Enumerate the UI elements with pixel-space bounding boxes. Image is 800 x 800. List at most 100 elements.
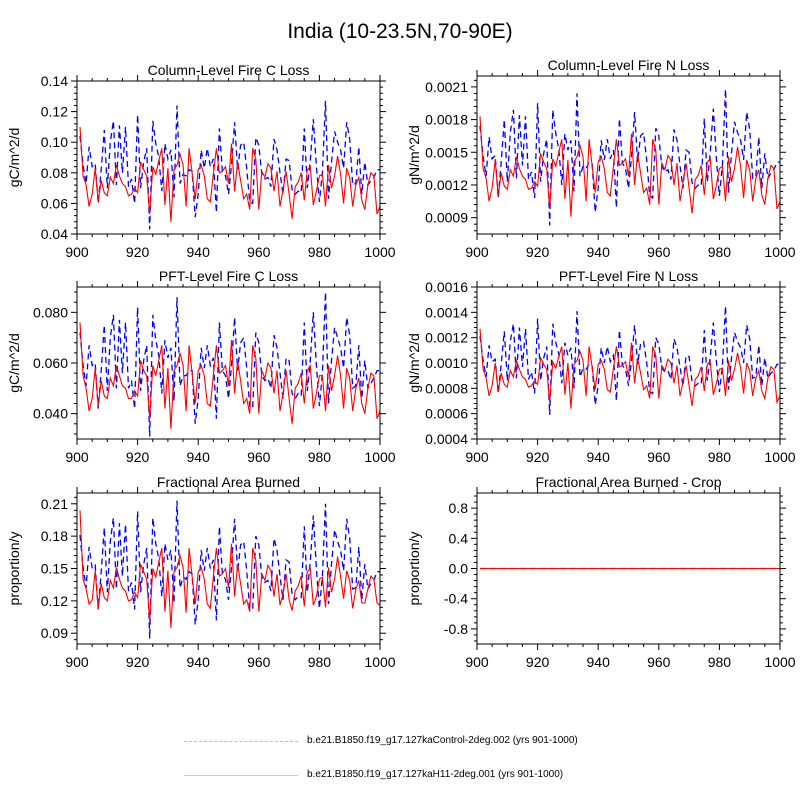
panel-4: PFT-Level Fire N Loss gN/m^2/d 900 920 940 96… xyxy=(406,268,796,465)
y-tick-label: 0.060 xyxy=(33,355,68,371)
y-tick-label: 0.0006 xyxy=(425,406,468,422)
y-tick-label: 0.4 xyxy=(449,530,469,546)
y-axis-label: gC/m^2/d xyxy=(6,333,22,392)
y-tick-label: 0.09 xyxy=(41,625,68,641)
x-tick-label: 940 xyxy=(187,449,211,465)
panel-title: PFT-Level Fire N Loss xyxy=(559,268,698,284)
panel-1: Column-Level Fire C Loss gC/m^2/d 900 920 94… xyxy=(6,62,396,260)
x-tick-label: 900 xyxy=(65,654,89,670)
x-tick-label: 920 xyxy=(526,449,550,465)
y-tick-label: 0.0004 xyxy=(425,431,468,447)
y-tick-label: -0.8 xyxy=(444,621,468,637)
y-tick-label: 0.0021 xyxy=(425,79,468,95)
x-tick-label: 1000 xyxy=(764,244,795,260)
y-tick-label: 0.12 xyxy=(41,104,68,120)
y-axis-label: proportion/y xyxy=(406,532,422,606)
y-tick-label: 0.14 xyxy=(41,73,68,89)
y-tick-label: 0.0014 xyxy=(425,304,468,320)
x-tick-label: 960 xyxy=(247,244,271,260)
legend-label-control: b.e21.B1850.f19_g17.127kaControl-2deg.00… xyxy=(307,735,578,746)
series-h11-line xyxy=(79,510,380,628)
panel-2: Column-Level Fire N Loss gN/m^2/d 900 920 94… xyxy=(406,57,796,260)
panel-title: Column-Level Fire C Loss xyxy=(148,62,310,78)
y-tick-label: 0.21 xyxy=(41,496,68,512)
legend-entry-control: b.e21.B1850.f19_g17.127kaControl-2deg.00… xyxy=(0,735,800,749)
plot-frame xyxy=(76,80,381,235)
series-h11-line xyxy=(479,328,780,409)
x-tick-label: 1000 xyxy=(364,244,395,260)
legend-label-h11: b.e21.B1850.f19_g17.127kaH11-2deg.001 (y… xyxy=(307,769,564,780)
x-tick-label: 980 xyxy=(708,244,732,260)
x-tick-label: 940 xyxy=(587,449,611,465)
x-tick-label: 960 xyxy=(247,449,271,465)
x-tick-label: 900 xyxy=(65,244,89,260)
x-tick-label: 940 xyxy=(187,244,211,260)
x-tick-label: 900 xyxy=(465,244,489,260)
legend-swatch-solid-red xyxy=(184,775,298,776)
y-axis-label: gN/m^2/d xyxy=(406,333,422,392)
x-tick-label: 920 xyxy=(126,654,150,670)
y-axis-label: gC/m^2/d xyxy=(6,128,22,187)
y-tick-label: 0.8 xyxy=(449,500,469,516)
y-tick-label: 0.08 xyxy=(41,165,68,181)
x-tick-label: 920 xyxy=(526,244,550,260)
panel-title: Column-Level Fire N Loss xyxy=(548,57,710,73)
y-tick-label: 0.04 xyxy=(41,226,68,242)
figure-title: India (10-23.5N,70-90E) xyxy=(287,20,513,43)
y-tick-label: -0.4 xyxy=(444,591,468,607)
x-tick-label: 980 xyxy=(308,654,332,670)
y-tick-label: 0.12 xyxy=(41,593,68,609)
series-h11-line xyxy=(79,126,380,222)
x-tick-label: 960 xyxy=(647,654,671,670)
panel-title: Fractional Area Burned xyxy=(157,474,300,490)
x-tick-label: 1000 xyxy=(364,654,395,670)
x-tick-label: 980 xyxy=(308,244,332,260)
panel-3: PFT-Level Fire C Loss gC/m^2/d 900 920 940 96… xyxy=(6,268,396,465)
x-tick-label: 900 xyxy=(65,449,89,465)
x-tick-label: 980 xyxy=(708,449,732,465)
y-tick-label: 0.0016 xyxy=(425,279,468,295)
panel-title: Fractional Area Burned - Crop xyxy=(536,474,722,490)
y-tick-label: 0.06 xyxy=(41,195,68,211)
x-tick-label: 980 xyxy=(308,449,332,465)
x-tick-label: 900 xyxy=(465,654,489,670)
x-tick-label: 940 xyxy=(187,654,211,670)
x-tick-label: 920 xyxy=(126,244,150,260)
panel-6: Fractional Area Burned - Crop proportion/… xyxy=(406,474,796,670)
panel-title: PFT-Level Fire C Loss xyxy=(159,268,298,284)
y-tick-label: 0.0010 xyxy=(425,355,468,371)
y-tick-label: 0.0009 xyxy=(425,210,468,226)
y-tick-label: 0.10 xyxy=(41,134,68,150)
series-h11-line xyxy=(79,322,380,429)
y-tick-label: 0.0012 xyxy=(425,177,468,193)
x-tick-label: 960 xyxy=(647,449,671,465)
y-tick-label: 0.0008 xyxy=(425,380,468,396)
series-h11-line xyxy=(479,116,780,217)
y-tick-label: 0.0018 xyxy=(425,112,468,128)
panel-5: Fractional Area Burned proportion/y 900 920… xyxy=(6,474,396,670)
x-tick-label: 900 xyxy=(465,449,489,465)
legend-entry-h11: b.e21.B1850.f19_g17.127kaH11-2deg.001 (y… xyxy=(0,769,800,783)
series-control-line xyxy=(479,305,780,415)
y-tick-label: 0.15 xyxy=(41,561,68,577)
x-tick-label: 940 xyxy=(587,654,611,670)
x-tick-label: 940 xyxy=(587,244,611,260)
x-tick-label: 980 xyxy=(708,654,732,670)
x-tick-label: 1000 xyxy=(764,449,795,465)
y-tick-label: 0.0015 xyxy=(425,144,468,160)
x-tick-label: 1000 xyxy=(364,449,395,465)
x-tick-label: 920 xyxy=(526,654,550,670)
x-tick-label: 960 xyxy=(247,654,271,670)
y-tick-label: 0.18 xyxy=(41,528,68,544)
y-tick-label: 0.080 xyxy=(33,304,68,320)
y-axis-label: proportion/y xyxy=(6,532,22,606)
y-tick-label: 0.0012 xyxy=(425,330,468,346)
y-tick-label: 0.040 xyxy=(33,406,68,422)
y-tick-label: 0.0 xyxy=(449,561,469,577)
x-tick-label: 1000 xyxy=(764,654,795,670)
legend-swatch-dashed-blue xyxy=(184,741,298,742)
x-tick-label: 920 xyxy=(126,449,150,465)
y-axis-label: gN/m^2/d xyxy=(406,125,422,184)
x-tick-label: 960 xyxy=(647,244,671,260)
